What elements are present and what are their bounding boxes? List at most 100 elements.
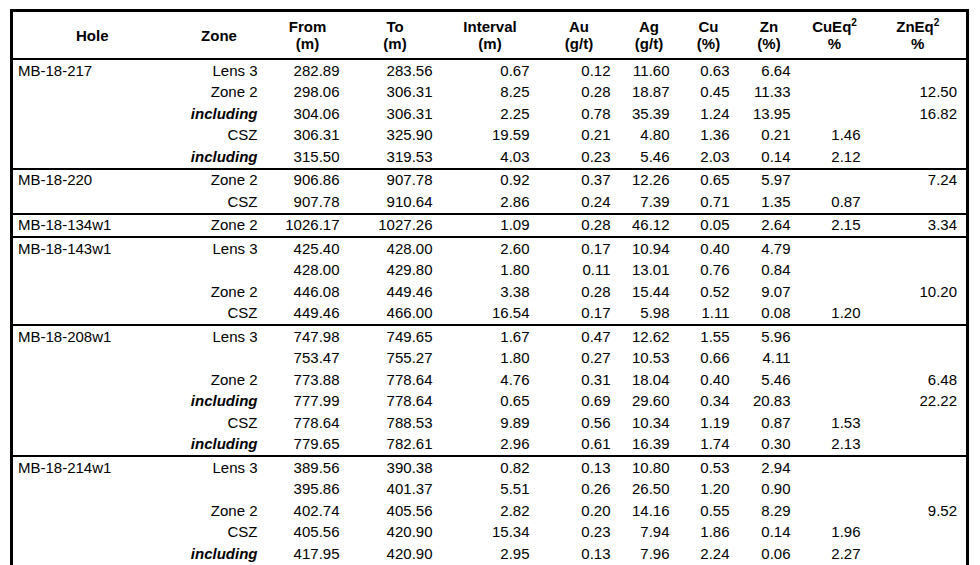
cell-cu: 1.20: [679, 479, 739, 501]
cell-au: 0.27: [539, 348, 620, 370]
hole-group: MB-18-214w1Lens 3389.56390.380.820.1310.…: [12, 456, 968, 565]
cell-from: 778.64: [267, 412, 349, 434]
cell-au: 0.12: [539, 59, 620, 82]
cell-ag: 14.16: [620, 500, 679, 522]
cell-cu: 1.74: [679, 434, 739, 457]
cell-au: 0.78: [539, 103, 620, 125]
table-row: 428.00429.801.800.1113.010.760.84: [12, 260, 968, 282]
zone-cell: Zone 2: [172, 500, 267, 522]
cell-interval: 9.89: [442, 412, 539, 434]
cell-interval: 2.86: [442, 191, 539, 214]
cell-au: 0.28: [539, 214, 620, 238]
cell-zn: 0.08: [739, 303, 800, 326]
cell-au: 0.28: [539, 82, 620, 104]
zone-cell: CSZ: [172, 412, 267, 434]
hole-cell: MB-18-134w1: [12, 214, 172, 238]
cell-from: 446.08: [267, 281, 349, 303]
cell-to: 449.46: [349, 281, 442, 303]
cell-au: 0.47: [539, 325, 620, 348]
col-header-label: Au: [569, 18, 589, 35]
zone-cell: Lens 3: [172, 237, 267, 260]
hole-cell: [12, 146, 172, 169]
cell-cu: 0.66: [679, 348, 739, 370]
cell-to: 755.27: [349, 348, 442, 370]
cell-to: 325.90: [349, 125, 442, 147]
cell-zn: 2.94: [739, 456, 800, 479]
hole-cell: [12, 303, 172, 326]
cell-cueq: [800, 348, 870, 370]
cell-cu: 0.45: [679, 82, 739, 104]
hole-cell: MB-18-217: [12, 59, 172, 82]
col-header-units: (g/t): [539, 35, 620, 52]
cell-cu: 1.19: [679, 412, 739, 434]
cell-au: 0.37: [539, 169, 620, 192]
cell-from: 306.31: [267, 125, 349, 147]
hole-group: MB-18-220Zone 2906.86907.780.920.3712.26…: [12, 169, 968, 214]
cell-zneq: [870, 522, 968, 544]
cell-cu: 2.03: [679, 146, 739, 169]
cell-au: 0.24: [539, 191, 620, 214]
cell-from: 747.98: [267, 325, 349, 348]
zone-cell: Zone 2: [172, 169, 267, 192]
cell-cueq: 1.20: [800, 303, 870, 326]
zone-cell: Lens 3: [172, 456, 267, 479]
cell-to: 429.80: [349, 260, 442, 282]
col-header-cueq: CuEq2%: [800, 11, 870, 60]
cell-ag: 10.34: [620, 412, 679, 434]
cell-cu: 0.65: [679, 169, 739, 192]
cell-ag: 10.94: [620, 237, 679, 260]
cell-zneq: 7.24: [870, 169, 968, 192]
hole-cell: [12, 348, 172, 370]
hole-cell: MB-18-143w1: [12, 237, 172, 260]
cell-to: 390.38: [349, 456, 442, 479]
zone-cell: CSZ: [172, 522, 267, 544]
cell-cueq: 0.87: [800, 191, 870, 214]
cell-from: 906.86: [267, 169, 349, 192]
cell-zneq: [870, 348, 968, 370]
cell-from: 304.06: [267, 103, 349, 125]
table-row: MB-18-220Zone 2906.86907.780.920.3712.26…: [12, 169, 968, 192]
zone-cell: including: [172, 103, 267, 125]
cell-ag: 26.50: [620, 479, 679, 501]
table-row: including777.99778.640.650.6929.600.3420…: [12, 391, 968, 413]
col-header-label: Zone: [201, 27, 237, 44]
cell-cueq: [800, 325, 870, 348]
hole-cell: [12, 103, 172, 125]
hole-group: MB-18-217Lens 3282.89283.560.670.1211.60…: [12, 59, 968, 169]
col-header-units: (g/t): [620, 35, 679, 52]
cell-au: 0.13: [539, 456, 620, 479]
col-header-label: To: [386, 18, 403, 35]
col-header-from: From(m): [267, 11, 349, 60]
cell-interval: 2.25: [442, 103, 539, 125]
zone-cell: including: [172, 391, 267, 413]
zone-cell: Zone 2: [172, 214, 267, 238]
cell-zn: 5.46: [739, 369, 800, 391]
table-row: CSZ449.46466.0016.540.175.981.110.081.20: [12, 303, 968, 326]
cell-zn: 0.06: [739, 543, 800, 565]
cell-zneq: 22.22: [870, 391, 968, 413]
col-header-label: ZnEq: [896, 18, 934, 35]
cell-cu: 0.55: [679, 500, 739, 522]
cell-cueq: [800, 260, 870, 282]
table-row: MB-18-208w1Lens 3747.98749.651.670.4712.…: [12, 325, 968, 348]
zone-cell: Lens 3: [172, 325, 267, 348]
table-row: CSZ306.31325.9019.590.214.801.360.211.46: [12, 125, 968, 147]
cell-zn: 8.29: [739, 500, 800, 522]
cell-interval: 19.59: [442, 125, 539, 147]
cell-zn: 20.83: [739, 391, 800, 413]
hole-group: MB-18-134w1Zone 21026.171027.261.090.284…: [12, 214, 968, 238]
cell-cueq: [800, 237, 870, 260]
cell-ag: 18.04: [620, 369, 679, 391]
table-row: Zone 2446.08449.463.380.2815.440.529.071…: [12, 281, 968, 303]
cell-interval: 15.34: [442, 522, 539, 544]
col-header-zn: Zn(%): [739, 11, 800, 60]
cell-interval: 0.65: [442, 391, 539, 413]
cell-au: 0.69: [539, 391, 620, 413]
cell-ag: 5.46: [620, 146, 679, 169]
cell-ag: 12.62: [620, 325, 679, 348]
cell-zn: 5.97: [739, 169, 800, 192]
cell-interval: 16.54: [442, 303, 539, 326]
cell-from: 907.78: [267, 191, 349, 214]
table-row: Zone 2773.88778.644.760.3118.040.405.466…: [12, 369, 968, 391]
cell-cueq: 2.15: [800, 214, 870, 238]
